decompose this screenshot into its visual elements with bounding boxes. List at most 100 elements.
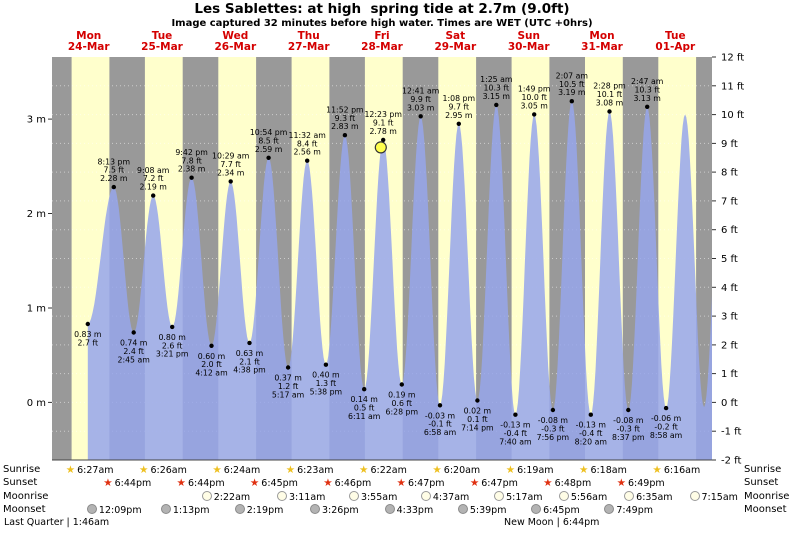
feet-axis-label: 11 ft xyxy=(721,81,744,92)
low-tide-feet: 1.2 ft xyxy=(278,382,299,391)
high-tide-feet: 10.0 ft xyxy=(521,93,547,102)
high-tide-feet: 10.3 ft xyxy=(484,84,510,93)
low-tide-time: 8:37 pm xyxy=(612,433,645,442)
low-tide-feet: 1.3 ft xyxy=(316,379,337,388)
tide-extremes: 0.83 m2.7 ft 8:13 pm7.5 ft2.28 m 0.74 m2.4… xyxy=(74,71,682,446)
low-tide-meters: -0.08 m xyxy=(613,416,643,425)
low-tide-time: 6:11 am xyxy=(348,412,380,421)
day-label-date: 26-Mar xyxy=(214,41,257,53)
day-label-date: 27-Mar xyxy=(288,41,331,53)
tide-area xyxy=(87,101,713,460)
high-tide-meters: 2.83 m xyxy=(331,122,358,131)
feet-axis-label: 3 ft xyxy=(721,312,738,323)
low-tide-meters: 0.02 m xyxy=(464,407,491,416)
tide-extreme-dot xyxy=(418,114,423,119)
high-tide-time: 12:41 am xyxy=(402,87,439,96)
low-tide-time: 5:17 am xyxy=(272,390,304,399)
tide-extreme-dot xyxy=(228,179,233,184)
high-tide-feet: 9.1 ft xyxy=(373,119,394,128)
high-tide-time: 2:07 am xyxy=(556,71,588,80)
day-label-date: 01-Apr xyxy=(655,41,696,53)
low-tide-feet: 0.6 ft xyxy=(392,399,413,408)
tide-extreme-dot xyxy=(362,387,367,392)
tide-extreme-dot xyxy=(151,193,156,198)
feet-axis-label: -1 ft xyxy=(721,427,741,438)
high-tide-meters: 3.05 m xyxy=(520,101,547,110)
tide-extreme-dot xyxy=(189,175,194,180)
high-tide-time: 11:52 pm xyxy=(326,105,364,114)
low-tide-time: 6:58 am xyxy=(424,428,456,437)
meter-axis-label: 2 m xyxy=(27,209,46,220)
meter-axis-label: 0 m xyxy=(27,398,46,409)
day-label-dow: Sun xyxy=(517,30,540,42)
high-tide-meters: 2.19 m xyxy=(139,183,166,192)
day-label-date: 28-Mar xyxy=(361,41,404,53)
high-tide-meters: 3.13 m xyxy=(633,94,660,103)
low-tide-time: 7:14 pm xyxy=(461,423,494,432)
tide-extreme-dot xyxy=(494,102,499,108)
feet-axis-label: 10 ft xyxy=(721,110,744,121)
feet-axis-label: 1 ft xyxy=(721,369,738,380)
day-label-dow: Tue xyxy=(152,30,173,42)
low-tide-feet: 2.6 ft xyxy=(162,341,183,350)
tide-extreme-dot xyxy=(170,324,175,330)
day-label-dow: Wed xyxy=(222,30,248,42)
feet-axis-label: 8 ft xyxy=(721,168,738,179)
high-tide-feet: 7.7 ft xyxy=(220,160,241,169)
day-label-date: 31-Mar xyxy=(581,41,624,53)
low-tide-feet: -0.4 ft xyxy=(579,429,602,438)
high-tide-feet: 8.5 ft xyxy=(258,136,279,145)
high-tide-meters: 2.56 m xyxy=(293,148,320,157)
low-tide-meters: 0.63 m xyxy=(236,349,263,358)
day-label-dow: Tue xyxy=(665,30,686,42)
feet-axis-label: 4 ft xyxy=(721,283,738,294)
day-label-date: 25-Mar xyxy=(141,41,184,53)
tide-extreme-dot xyxy=(513,412,518,417)
high-tide-time: 1:49 pm xyxy=(518,85,551,94)
high-tide-feet: 9.7 ft xyxy=(449,102,470,111)
low-tide-meters: -0.03 m xyxy=(425,411,455,420)
tide-extreme-dot xyxy=(111,184,117,190)
start-point-meters: 0.83 m xyxy=(74,330,101,339)
low-tide-time: 8:58 am xyxy=(650,431,682,440)
low-tide-time: 3:21 pm xyxy=(156,350,189,359)
feet-axis-label: 2 ft xyxy=(721,340,738,351)
high-tide-time: 8:13 pm xyxy=(98,157,131,166)
high-tide-feet: 7.5 ft xyxy=(104,166,125,175)
tide-extreme-dot xyxy=(131,330,136,335)
high-tide-feet: 8.4 ft xyxy=(297,139,318,148)
day-label-date: 24-Mar xyxy=(68,41,111,53)
low-tide-feet: -0.1 ft xyxy=(428,420,451,429)
high-tide-meters: 3.15 m xyxy=(483,92,510,101)
high-tide-meters: 2.95 m xyxy=(445,111,472,120)
day-label-dow: Mon xyxy=(76,30,101,42)
low-tide-time: 7:56 pm xyxy=(537,433,570,442)
low-tide-meters: -0.08 m xyxy=(538,416,568,425)
tide-extreme-dot xyxy=(645,104,650,110)
day-label-dow: Sat xyxy=(445,30,465,42)
high-tide-feet: 10.3 ft xyxy=(634,85,660,94)
high-tide-feet: 9.3 ft xyxy=(335,114,356,123)
low-tide-meters: -0.13 m xyxy=(500,421,530,430)
low-tide-feet: -0.3 ft xyxy=(617,424,640,433)
low-tide-feet: -0.2 ft xyxy=(654,423,677,432)
low-tide-feet: 0.1 ft xyxy=(467,415,488,424)
high-tide-time: 9:08 am xyxy=(137,166,169,175)
low-tide-time: 2:45 am xyxy=(118,355,150,364)
high-tide-time: 10:29 am xyxy=(212,152,249,161)
low-tide-time: 5:38 pm xyxy=(310,388,343,397)
tide-extreme-dot xyxy=(323,362,329,367)
tide-extreme-dot xyxy=(305,158,310,163)
feet-axis-label: 0 ft xyxy=(721,398,738,409)
high-tide-meters: 2.59 m xyxy=(255,145,282,154)
low-tide-meters: -0.13 m xyxy=(576,421,606,430)
low-tide-time: 8:20 am xyxy=(575,438,607,447)
high-tide-feet: 9.9 ft xyxy=(410,95,431,104)
low-tide-meters: 0.19 m xyxy=(388,391,415,400)
high-tide-meters: 2.38 m xyxy=(178,165,205,174)
low-tide-feet: 2.0 ft xyxy=(201,360,222,369)
high-tide-time: 2:28 pm xyxy=(593,82,626,91)
high-tide-meters: 3.03 m xyxy=(407,103,434,112)
day-label-dow: Fri xyxy=(374,30,389,42)
low-tide-time: 4:38 pm xyxy=(233,366,266,375)
